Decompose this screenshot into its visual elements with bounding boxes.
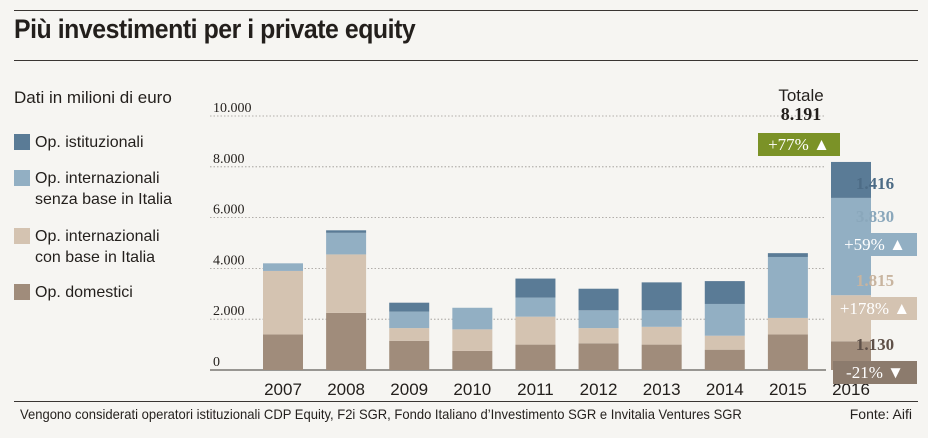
arrow-down-icon: ▼ (882, 363, 904, 382)
arrow-up-icon: ▲ (884, 235, 906, 254)
x-tick-label: 2016 (832, 380, 870, 399)
unit-note: Dati in milioni di euro (14, 88, 172, 107)
x-tick-label: 2009 (390, 380, 428, 399)
x-tick-label: 2011 (517, 380, 554, 399)
y-tick-label: 4.000 (213, 253, 245, 268)
y-tick-label: 6.000 (213, 203, 245, 218)
bar-segment-internazionali_con_base (578, 328, 619, 344)
legend-swatch (14, 170, 30, 186)
bar-segment-domestici (704, 349, 745, 370)
bar-segment-istituzionali (704, 281, 745, 304)
change-badge-senza-base: +59% ▲ (833, 233, 917, 256)
bar-segment-internazionali_con_base (704, 335, 745, 350)
legend-label: Op. internazionali con base in Italia (35, 228, 160, 266)
bar-segment-domestici (452, 350, 493, 370)
bar-segment-domestici (389, 340, 430, 370)
bar-segment-istituzionali (831, 161, 871, 198)
bar-segment-internazionali_senza_base (515, 297, 556, 317)
bar-segment-domestici (326, 312, 367, 370)
bar-segment-istituzionali (515, 278, 556, 298)
change-text: -21% (846, 363, 883, 382)
bar-segment-internazionali_senza_base (767, 256, 808, 318)
bar-segment-internazionali_senza_base (704, 303, 745, 336)
total-label: Totale (778, 86, 824, 105)
bar-segment-domestici (641, 344, 682, 370)
bar-segment-internazionali_con_base (641, 326, 682, 345)
legend-swatch (14, 228, 30, 244)
bar-segment-istituzionali (767, 253, 808, 257)
page-title: Più investimenti per i private equity (14, 14, 416, 44)
bar-segment-istituzionali (326, 230, 367, 233)
arrow-up-icon: ▲ (808, 135, 830, 154)
change-text: +59% (844, 235, 885, 254)
bar-segment-domestici (263, 334, 303, 370)
x-tick-label: 2007 (264, 380, 302, 399)
footer-rule (14, 401, 918, 402)
bar-segment-internazionali_senza_base (452, 307, 493, 330)
bar-segment-internazionali_senza_base (326, 232, 367, 255)
change-badge-con-base: +178% ▲ (833, 297, 917, 320)
change-text: +178% (839, 299, 890, 318)
y-tick-label: 0 (213, 355, 220, 370)
total-change-text: +77% (768, 135, 809, 154)
x-tick-label: 2008 (327, 380, 365, 399)
bar-segment-internazionali_senza_base (641, 310, 682, 327)
bar-segment-domestici (767, 334, 808, 370)
bar-segment-istituzionali (641, 282, 682, 311)
title-rule (14, 60, 918, 61)
total-change-badge: +77% ▲ (758, 133, 840, 156)
change-badge-domestici: -21% ▼ (833, 361, 917, 384)
bar-segment-internazionali_senza_base (578, 310, 619, 329)
total-value: 8.191 (780, 104, 822, 124)
y-tick-label: 8.000 (213, 152, 245, 167)
x-tick-label: 2013 (643, 380, 681, 399)
legend-swatch (14, 134, 30, 150)
bar-segment-internazionali_con_base (767, 317, 808, 335)
value-con-base-2016: 1.815 (855, 271, 895, 290)
top-rule (14, 10, 918, 11)
value-senza-base-2016: 3.830 (855, 207, 895, 226)
footer-note: Vengono considerati operatori istituzion… (20, 406, 742, 422)
x-tick-label: 2015 (769, 380, 807, 399)
bar-segment-istituzionali (578, 288, 619, 311)
x-tick-label: 2012 (580, 380, 618, 399)
bar-segment-internazionali_con_base (326, 254, 367, 313)
bar-segment-domestici (578, 343, 619, 370)
y-tick-label: 2.000 (213, 304, 245, 319)
bar-segment-internazionali_con_base (389, 328, 430, 341)
value-istituzionali-2016: 1.416 (855, 174, 895, 193)
bar-segment-internazionali_con_base (452, 329, 493, 351)
bar-segment-internazionali_con_base (515, 316, 556, 345)
footer: Vengono considerati operatori istituzion… (14, 402, 918, 426)
legend-label: Op. internazionali senza base in Italia (35, 170, 172, 208)
bar-segment-domestici (515, 344, 556, 370)
bar-segment-internazionali_senza_base (263, 263, 303, 271)
bar-segment-internazionali_senza_base (389, 311, 430, 329)
value-domestici-2016: 1.130 (855, 335, 895, 354)
footer-source: Fonte: Aifi (849, 406, 912, 422)
legend-label: Op. domestici (35, 284, 133, 301)
arrow-up-icon: ▲ (889, 299, 911, 318)
bar-segment-istituzionali (389, 302, 430, 312)
legend-label: Op. istituzionali (35, 134, 144, 151)
bar-segment-internazionali_con_base (263, 270, 303, 335)
x-tick-label: 2014 (706, 380, 744, 399)
x-tick-label: 2010 (453, 380, 491, 399)
y-tick-label: 10.000 (213, 101, 252, 116)
legend-swatch (14, 284, 30, 300)
